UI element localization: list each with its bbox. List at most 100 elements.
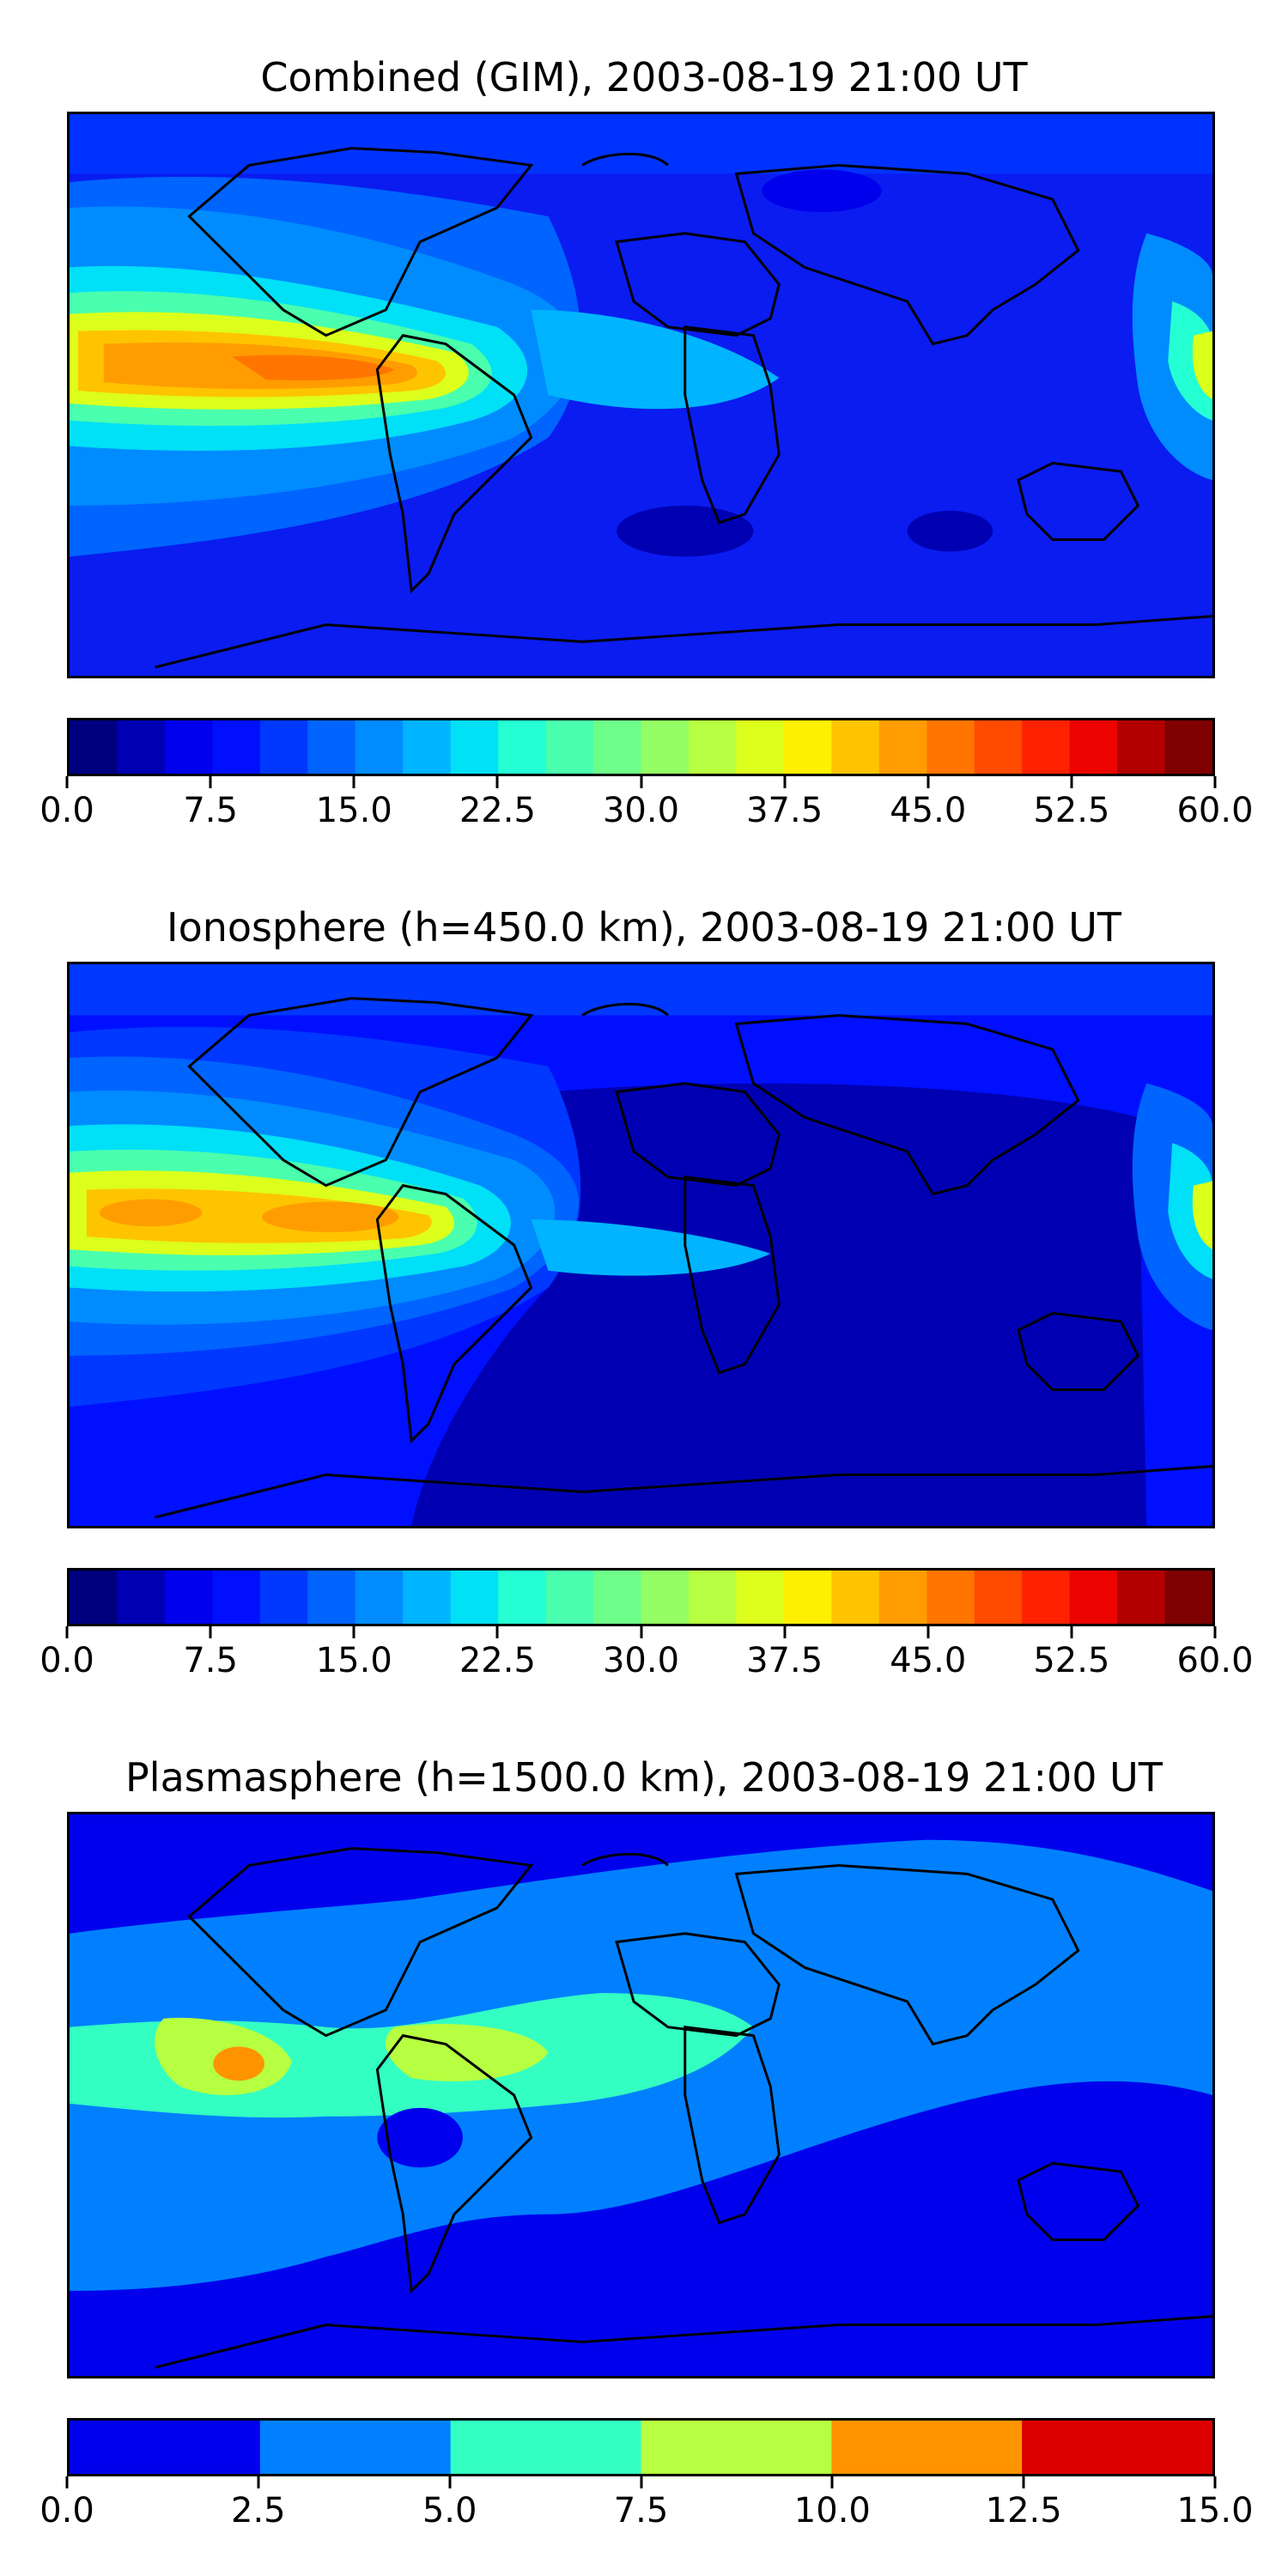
map-combined-contours: [70, 114, 1212, 676]
colorbar-tick: [1022, 2476, 1025, 2488]
colorbar-swatch: [688, 720, 738, 774]
colorbar-swatch: [878, 720, 927, 774]
colorbar-tick-label: 7.5: [183, 1641, 238, 1680]
colorbar-tick-label: 60.0: [1176, 1641, 1254, 1680]
colorbar-tick-label: 30.0: [602, 791, 680, 830]
colorbar-tick-label: 0.0: [39, 1641, 94, 1680]
colorbar-tick: [640, 2476, 642, 2488]
colorbar-swatch: [498, 720, 547, 774]
colorbar-tick: [1070, 1626, 1073, 1638]
colorbar-swatch: [259, 720, 308, 774]
colorbar-swatch: [70, 720, 118, 774]
colorbar-combined: [67, 718, 1215, 776]
colorbar-swatch: [641, 720, 690, 774]
colorbar-tick-label: 12.5: [985, 2491, 1062, 2530]
colorbar-tick: [495, 776, 499, 788]
colorbar-swatch: [974, 720, 1023, 774]
colorbar-tick-label: 45.0: [890, 791, 967, 830]
colorbar-swatch: [1164, 720, 1212, 774]
map-ionosphere-contours: [70, 964, 1212, 1526]
colorbar-swatch: [70, 2421, 261, 2474]
colorbar-tick-label: 2.5: [231, 2491, 286, 2530]
colorbar-swatch: [355, 720, 404, 774]
colorbar-swatch: [70, 1571, 118, 1624]
map-plasmasphere: [67, 1812, 1215, 2379]
colorbar-swatch: [688, 1571, 738, 1624]
colorbar-tick-label: 15.0: [315, 791, 392, 830]
colorbar-tick-label: 30.0: [602, 1641, 680, 1680]
colorbar-tick: [352, 776, 355, 788]
colorbar-swatch: [1022, 2421, 1212, 2474]
colorbar-swatch: [927, 1571, 975, 1624]
colorbar-swatch: [1117, 720, 1166, 774]
colorbar-swatch: [783, 720, 832, 774]
colorbar-swatch: [1117, 1571, 1166, 1624]
colorbar-tick-label: 22.5: [459, 1641, 536, 1680]
colorbar-tick: [783, 776, 787, 788]
colorbar-tick: [640, 1626, 642, 1638]
colorbar-swatch: [450, 2421, 642, 2474]
colorbar-swatch: [927, 720, 975, 774]
colorbar-ionosphere-ticks: 0.0 7.5 15.0 22.5 30.0 37.5 45.0 52.5 60.0: [39, 1626, 1254, 1680]
colorbar-swatch: [974, 1571, 1023, 1624]
colorbar-tick: [495, 1626, 499, 1638]
colorbar-tick: [209, 776, 212, 788]
colorbar-tick-label: 37.5: [746, 791, 823, 830]
colorbar-swatch: [831, 720, 880, 774]
colorbar-swatch: [403, 1571, 452, 1624]
colorbar-tick: [1213, 776, 1217, 788]
colorbar-swatch: [593, 1571, 642, 1624]
colorbar-tick-label: 22.5: [459, 791, 536, 830]
colorbar-swatch: [831, 2421, 1023, 2474]
colorbar-swatch: [878, 1571, 927, 1624]
panel-title-plasmasphere: Plasmasphere (h=1500.0 km), 2003-08-19 2…: [125, 1754, 1163, 1801]
colorbar-tick: [352, 1626, 355, 1638]
colorbar-swatch: [117, 1571, 166, 1624]
colorbar-tick-label: 52.5: [1033, 1641, 1110, 1680]
colorbar-plasmasphere-swatches: [70, 2421, 1212, 2474]
panel-title-ionosphere: Ionosphere (h=450.0 km), 2003-08-19 21:0…: [167, 904, 1121, 951]
colorbar-tick: [448, 2476, 452, 2488]
colorbar-swatch: [212, 1571, 261, 1624]
colorbar-swatch: [307, 720, 356, 774]
colorbar-tick-label: 52.5: [1033, 791, 1110, 830]
colorbar-plasmasphere: [67, 2418, 1215, 2476]
colorbar-tick: [209, 1626, 212, 1638]
map-combined: [67, 112, 1215, 678]
colorbar-combined-ticks: 0.0 7.5 15.0 22.5 30.0 37.5 45.0 52.5 60.0: [39, 776, 1254, 830]
colorbar-swatch: [259, 2421, 452, 2474]
colorbar-swatch: [212, 720, 261, 774]
colorbar-tick: [65, 776, 69, 788]
colorbar-tick-label: 15.0: [315, 1641, 392, 1680]
map-plasmasphere-contours: [70, 1814, 1212, 2376]
colorbar-tick-label: 60.0: [1176, 791, 1254, 830]
colorbar-combined-swatches: [70, 720, 1212, 774]
colorbar-tick-label: 7.5: [183, 791, 238, 830]
colorbar-swatch: [498, 1571, 547, 1624]
colorbar-tick-label: 0.0: [39, 2491, 94, 2530]
colorbar-swatch: [450, 720, 499, 774]
colorbar-swatch: [403, 720, 452, 774]
colorbar-tick: [927, 1626, 930, 1638]
colorbar-swatch: [545, 1571, 594, 1624]
colorbar-swatch: [1069, 1571, 1118, 1624]
panel-title-combined: Combined (GIM), 2003-08-19 21:00 UT: [260, 54, 1028, 100]
colorbar-tick-label: 45.0: [890, 1641, 967, 1680]
colorbar-ionosphere-swatches: [70, 1571, 1212, 1624]
colorbar-swatch: [1022, 720, 1071, 774]
colorbar-swatch: [1022, 1571, 1071, 1624]
colorbar-swatch: [450, 1571, 499, 1624]
colorbar-tick: [927, 776, 930, 788]
colorbar-swatch: [545, 720, 594, 774]
colorbar-swatch: [736, 1571, 785, 1624]
colorbar-tick-label: 5.0: [422, 2491, 477, 2530]
colorbar-plasmasphere-ticks: 0.0 2.5 5.0 7.5 10.0 12.5 15.0: [39, 2476, 1254, 2530]
colorbar-ionosphere: [67, 1568, 1215, 1626]
colorbar-swatch: [307, 1571, 356, 1624]
colorbar-tick: [65, 1626, 69, 1638]
colorbar-swatch: [641, 1571, 690, 1624]
colorbar-tick: [1213, 2476, 1217, 2488]
colorbar-tick-label: 15.0: [1176, 2491, 1254, 2530]
map-ionosphere: [67, 962, 1215, 1528]
colorbar-swatch: [117, 720, 166, 774]
